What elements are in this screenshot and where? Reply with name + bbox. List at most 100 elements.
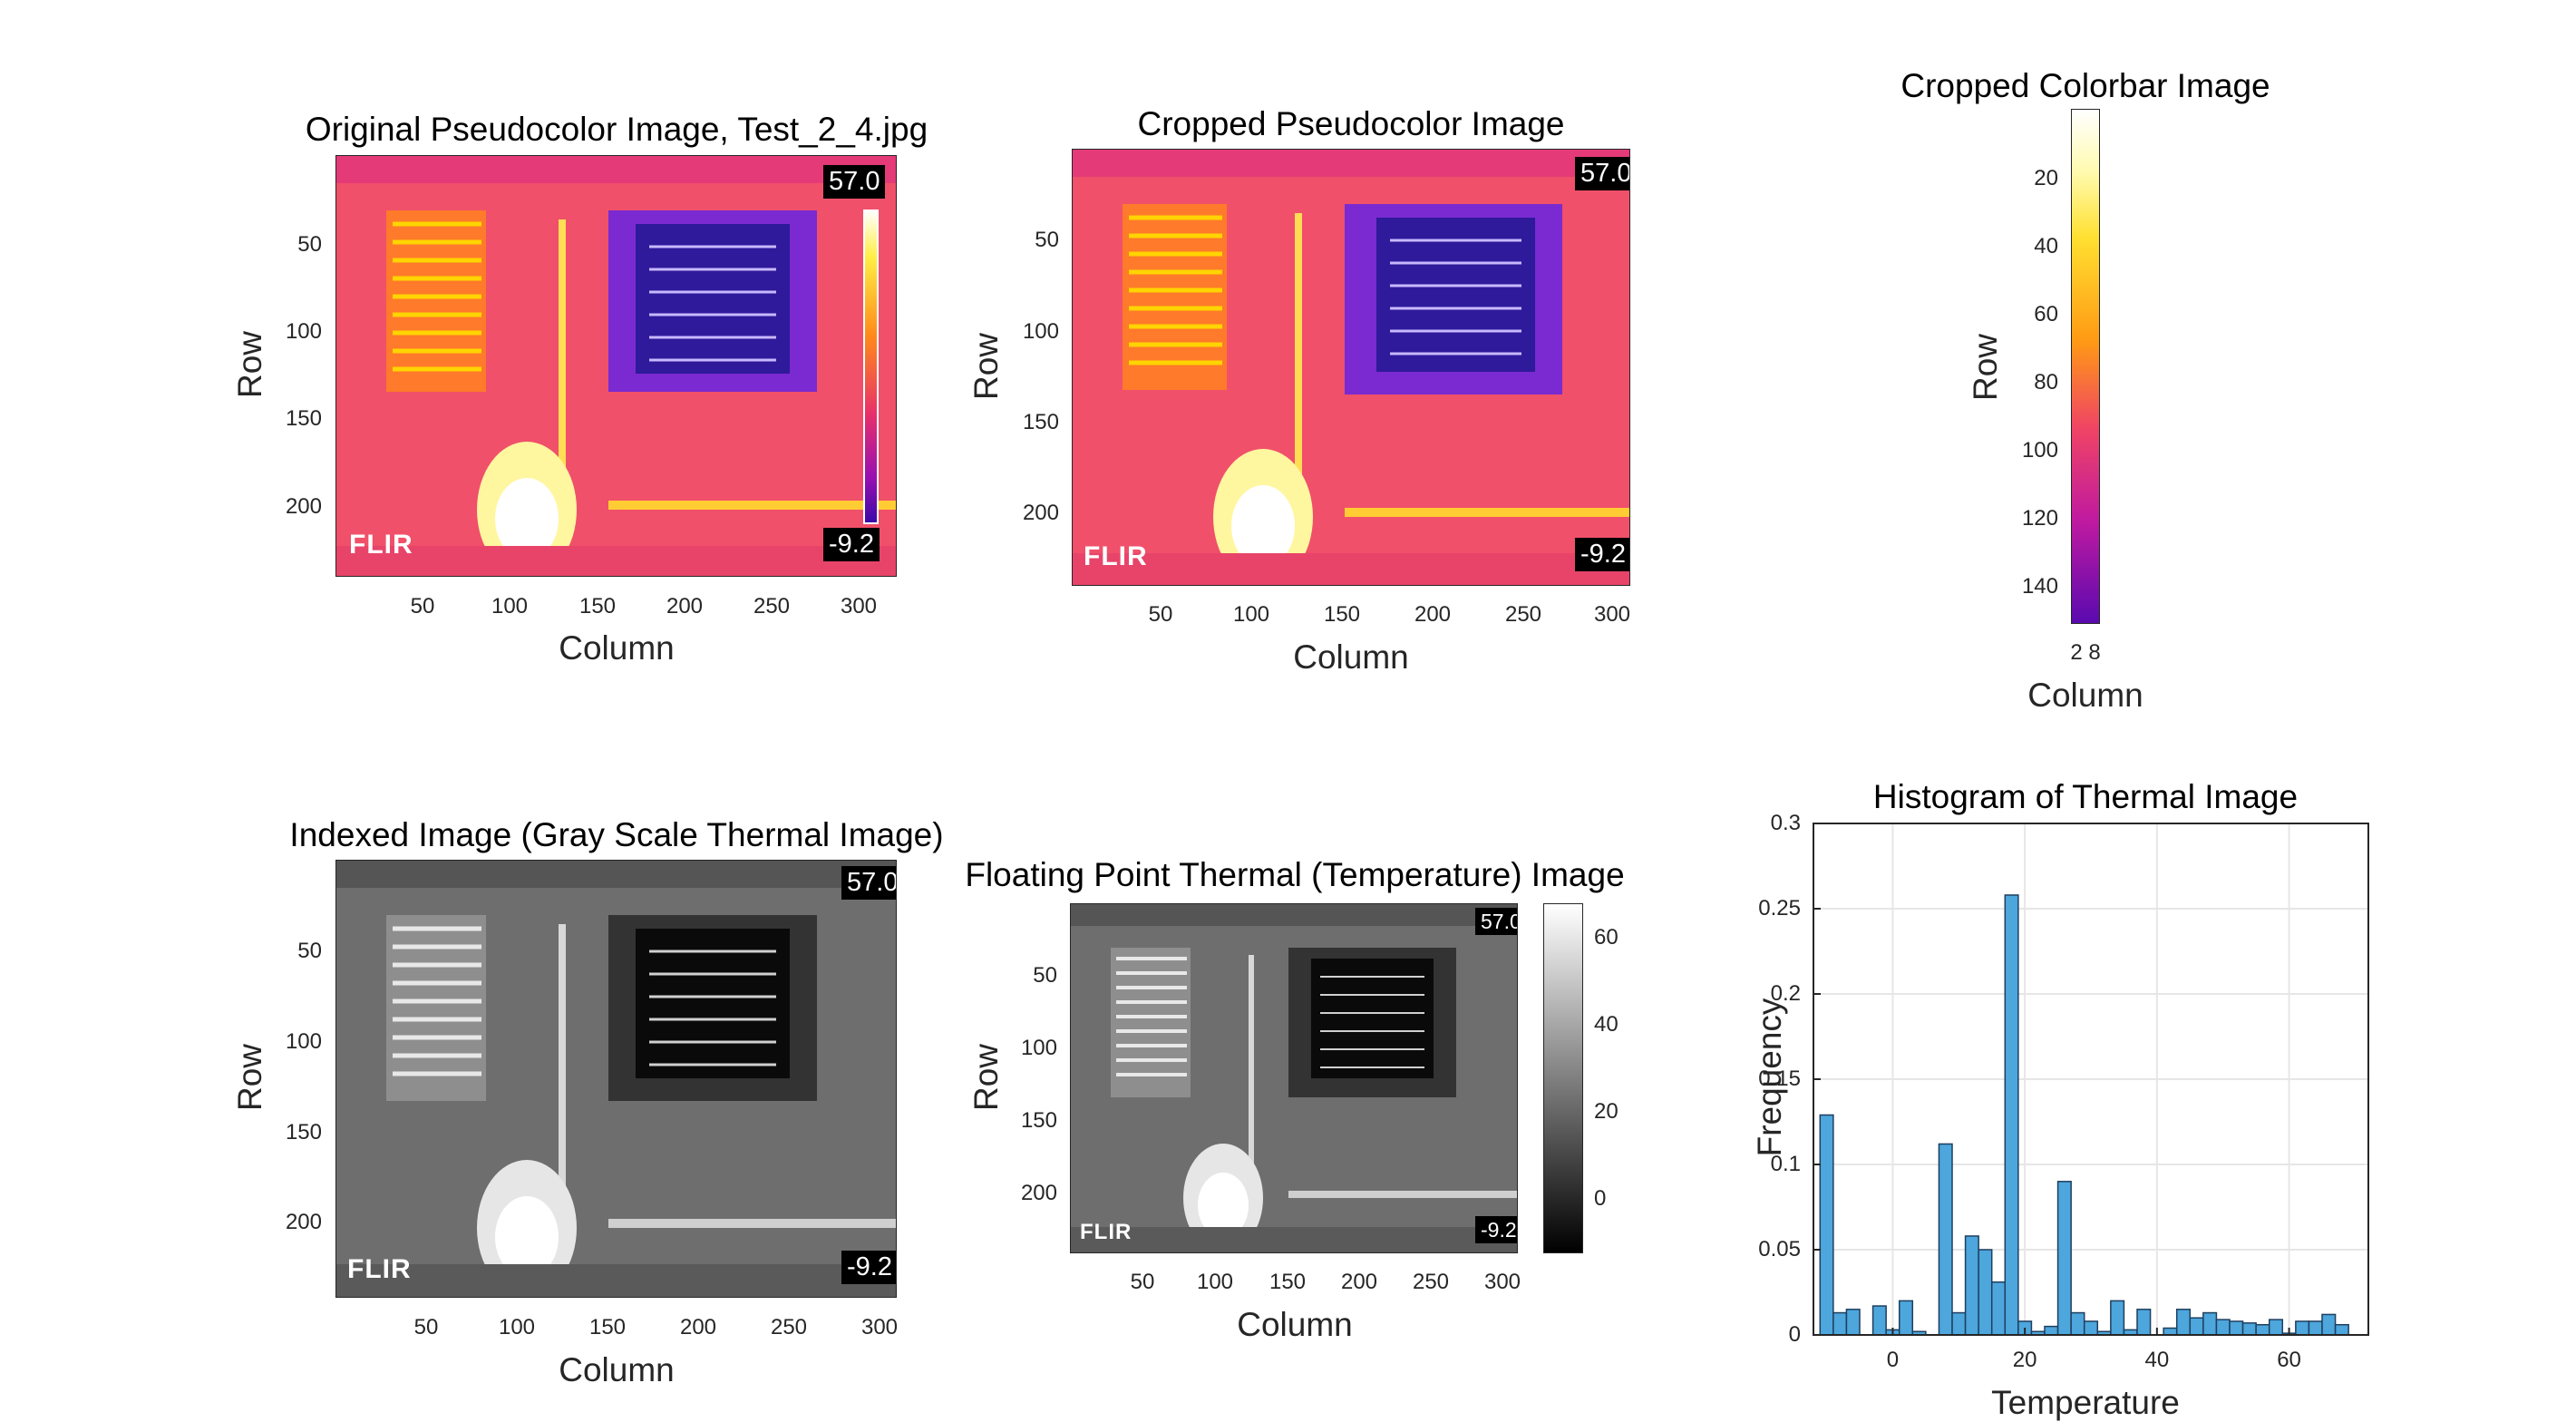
- x-tick: 100: [1232, 602, 1270, 627]
- flir-logo: FLIR: [1080, 1220, 1132, 1244]
- panel-title: Original Pseudocolor Image, Test_2_4.jpg: [305, 111, 928, 148]
- x-axis-label: Column: [2027, 677, 2143, 714]
- thermal-image-grayscale: 57.0 -9.2 FLIR: [335, 860, 897, 1298]
- x-tick: 200: [666, 594, 704, 618]
- x-tick: 50: [413, 1315, 439, 1339]
- x-tick: 8: [2088, 640, 2101, 665]
- histogram-bar: [2321, 1313, 2337, 1336]
- flir-logo: FLIR: [1084, 541, 1148, 571]
- x-tick: 300: [1593, 602, 1631, 627]
- x-tick: 300: [840, 594, 878, 618]
- y-tick: 50: [297, 232, 322, 257]
- y-tick: 0: [1788, 1322, 1801, 1347]
- histogram-bar: [2070, 1311, 2085, 1336]
- y-tick: 0.2: [1770, 981, 1801, 1006]
- x-tick: 300: [1483, 1270, 1521, 1294]
- y-tick: 200: [285, 494, 322, 519]
- histogram-bar: [2056, 1181, 2072, 1336]
- panel-title: Cropped Pseudocolor Image: [1137, 105, 1565, 142]
- y-tick: 200: [1020, 1181, 1057, 1205]
- max-temp-badge: 57.0: [1575, 157, 1629, 191]
- histogram-bar: [2175, 1309, 2192, 1336]
- y-tick: 0.1: [1770, 1152, 1801, 1176]
- histogram-bar: [2241, 1322, 2257, 1336]
- thermal-image-pseudocolor: 57.0 -9.2 FLIR: [335, 155, 897, 577]
- y-tick: 200: [285, 1210, 322, 1234]
- colorbar-tick: 40: [1594, 1012, 1619, 1037]
- panel-title: Floating Point Thermal (Temperature) Ima…: [965, 856, 1625, 893]
- x-tick: 2: [2070, 640, 2083, 665]
- histogram-bar: [1911, 1330, 1927, 1336]
- y-tick: 50: [1033, 963, 1057, 988]
- x-tick: 200: [1414, 602, 1452, 627]
- y-axis-label: Row: [967, 332, 1005, 401]
- flir-logo: FLIR: [349, 530, 413, 560]
- panel-title: Indexed Image (Gray Scale Thermal Image): [289, 816, 944, 853]
- colorbar-tick: 20: [1594, 1099, 1619, 1124]
- x-axis-label: Temperature: [1991, 1384, 2180, 1421]
- histogram-bar: [2268, 1319, 2284, 1336]
- colorbar-tick: 60: [1594, 925, 1619, 950]
- histogram-bar: [2030, 1330, 2046, 1336]
- y-tick: 0.15: [1758, 1066, 1801, 1091]
- x-tick: 50: [1148, 602, 1173, 627]
- x-tick: 0: [1886, 1348, 1900, 1372]
- x-tick: 200: [679, 1315, 717, 1339]
- y-tick: 0.3: [1770, 811, 1801, 835]
- x-axis-label: Column: [559, 629, 675, 667]
- x-tick: 250: [770, 1315, 808, 1339]
- panel-title: Cropped Colorbar Image: [1900, 67, 2270, 104]
- y-tick: 20: [2034, 166, 2058, 190]
- y-tick: 0.25: [1758, 896, 1801, 920]
- max-temp-badge: 57.0: [841, 866, 896, 901]
- histogram-bar: [1978, 1249, 1993, 1336]
- y-axis-label: Frequency: [1751, 998, 1788, 1157]
- x-tick: 250: [753, 594, 791, 618]
- x-tick: 40: [2144, 1348, 2170, 1372]
- x-tick: 300: [860, 1315, 899, 1339]
- min-temp-badge: -9.2: [1475, 1216, 1517, 1244]
- histogram-bar: [2215, 1319, 2231, 1336]
- x-axis-label: Column: [559, 1351, 675, 1388]
- axes-frame: [1813, 823, 2369, 1336]
- histogram-bar: [1832, 1311, 1848, 1336]
- histogram-bar: [1898, 1300, 1914, 1336]
- min-temp-badge: -9.2: [1575, 538, 1629, 572]
- x-tick: 50: [410, 594, 435, 618]
- y-axis-label: Row: [967, 1043, 1005, 1112]
- colorbar-tick: 0: [1594, 1186, 1607, 1211]
- y-tick: 200: [1022, 501, 1059, 525]
- y-tick: 150: [285, 406, 322, 431]
- histogram-bar: [2189, 1317, 2204, 1336]
- histogram-bar: [2136, 1309, 2152, 1336]
- histogram-bar: [2163, 1327, 2178, 1336]
- histogram-bar: [2229, 1320, 2244, 1336]
- histogram-bar: [1819, 1114, 1834, 1336]
- x-axis-label: Column: [1293, 638, 1409, 676]
- y-tick: 150: [285, 1120, 322, 1144]
- flir-logo: FLIR: [347, 1254, 412, 1284]
- x-tick: 100: [1196, 1270, 1234, 1294]
- y-tick: 50: [1035, 228, 1059, 252]
- x-axis-label: Column: [1237, 1306, 1353, 1343]
- y-tick: 120: [2021, 506, 2058, 531]
- histogram-bar: [1871, 1305, 1887, 1336]
- plot-area: [1813, 823, 2368, 1335]
- y-axis-label: Row: [1967, 333, 2004, 402]
- x-tick: 250: [1504, 602, 1542, 627]
- y-tick: 150: [1022, 410, 1059, 434]
- y-tick: 100: [2021, 438, 2058, 463]
- histogram-bar: [1885, 1329, 1900, 1336]
- histogram-bar: [2004, 894, 2019, 1336]
- thermal-image-cropped: 57.0 -9.2 FLIR: [1072, 149, 1630, 586]
- y-tick: 100: [285, 1029, 322, 1054]
- y-axis-label: Row: [231, 330, 268, 399]
- histogram-bar: [1990, 1281, 2007, 1336]
- min-temp-badge: -9.2: [823, 528, 880, 562]
- x-tick: 60: [2277, 1348, 2301, 1372]
- y-tick: 0.05: [1758, 1237, 1801, 1261]
- x-tick: 50: [1130, 1270, 1155, 1294]
- min-temp-badge: -9.2: [841, 1251, 896, 1285]
- y-tick: 100: [1020, 1036, 1057, 1060]
- x-tick: 100: [498, 1315, 536, 1339]
